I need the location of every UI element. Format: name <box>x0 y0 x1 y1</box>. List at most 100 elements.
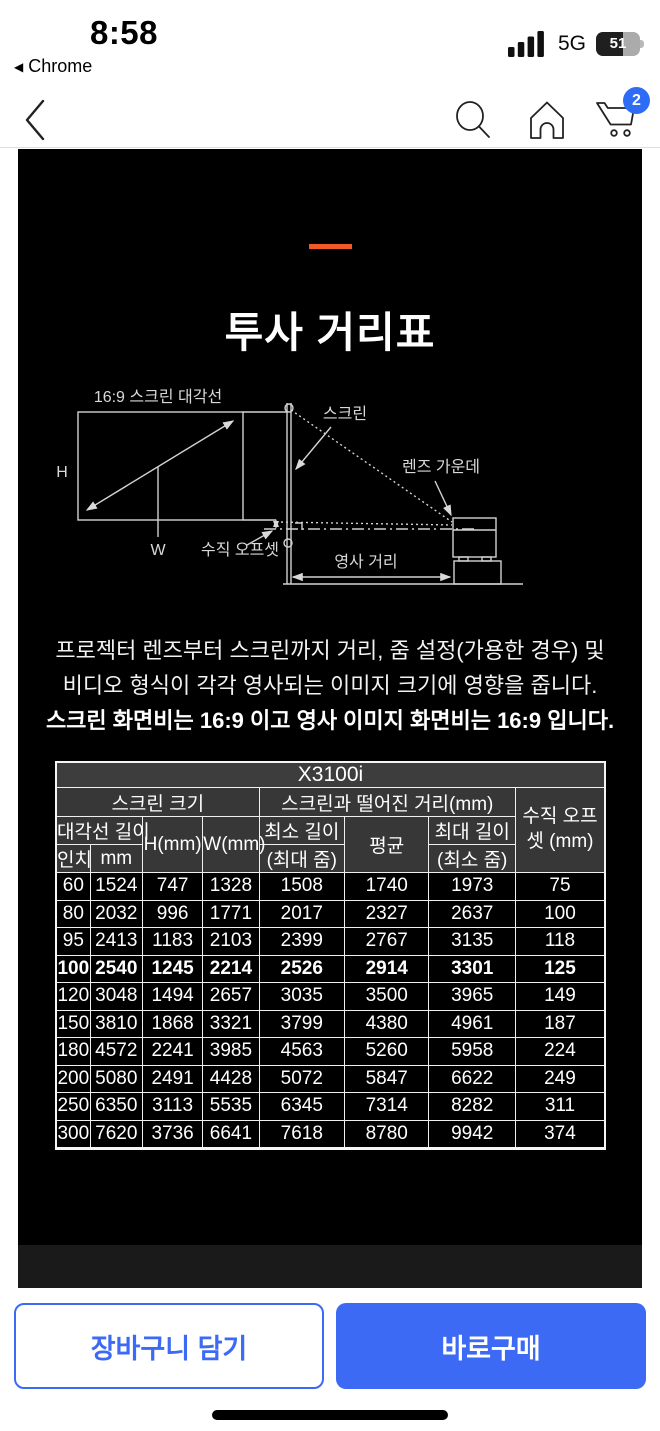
diagram-lens-label: 렌즈 가운데 <box>402 458 480 476</box>
table-cell: 8780 <box>344 1119 430 1149</box>
table-cell: 2657 <box>202 982 260 1011</box>
table-cell: 6641 <box>202 1119 260 1149</box>
col-mm: mm <box>89 844 143 873</box>
accent-bar <box>309 244 352 249</box>
col-average: 평균 <box>344 816 430 873</box>
home-indicator[interactable] <box>212 1410 448 1420</box>
search-icon[interactable] <box>452 98 494 142</box>
table-cell: 300 <box>55 1119 91 1149</box>
table-cell: 2032 <box>89 899 143 928</box>
back-to-app[interactable]: ◀ Chrome <box>14 56 92 77</box>
diagram-distance-label: 영사 거리 <box>334 553 397 571</box>
table-cell: 249 <box>514 1064 606 1093</box>
table-cell: 3736 <box>141 1119 204 1149</box>
diagram-w-label: W <box>150 542 166 559</box>
table-cell: 6350 <box>89 1092 143 1121</box>
table-row: 80 2032 996 1771 2017 2327 2637 100 <box>55 899 606 928</box>
table-cell: 7314 <box>344 1092 430 1121</box>
col-w: W(mm) <box>202 816 266 873</box>
table-cell: 996 <box>141 899 204 928</box>
table-row: 200 5080 2491 4428 5072 5847 6622 249 <box>55 1064 606 1093</box>
col-h: H(mm) <box>141 816 204 873</box>
table-cell: 3321 <box>202 1009 260 1038</box>
table-cell: 1524 <box>89 872 143 901</box>
table-cell: 187 <box>514 1009 606 1038</box>
table-cell: 5080 <box>89 1064 143 1093</box>
bottom-strip <box>18 1245 642 1288</box>
table-cell: 747 <box>141 872 204 901</box>
col-max-sub: (최소 줌) <box>428 844 516 873</box>
back-to-app-label: Chrome <box>28 56 93 76</box>
buy-now-button[interactable]: 바로구매 <box>336 1303 646 1389</box>
table-cell: 150 <box>55 1009 91 1038</box>
signal-icon <box>507 31 544 57</box>
back-to-app-icon: ◀ <box>14 59 24 74</box>
table-cell: 3500 <box>344 982 430 1011</box>
table-cell: 2637 <box>428 899 516 928</box>
content-panel: 투사 거리표 <box>18 149 642 1245</box>
diagram-h-label: H <box>56 464 68 481</box>
table-cell: 311 <box>514 1092 606 1121</box>
table-cell: 3048 <box>89 982 143 1011</box>
table-cell: 4428 <box>202 1064 260 1093</box>
table-cell: 1868 <box>141 1009 204 1038</box>
table-cell: 80 <box>55 899 91 928</box>
col-inch: 인치 <box>55 844 92 873</box>
diagram-offset-label: 수직 오프셋 <box>201 541 279 559</box>
table-cell: 1508 <box>258 872 346 901</box>
table-cell: 7620 <box>89 1119 143 1149</box>
diagram-screen-label: 스크린 <box>323 405 367 423</box>
table-cell: 4572 <box>89 1037 143 1066</box>
table-cell: 5847 <box>344 1064 430 1093</box>
network-label: 5G <box>557 31 586 55</box>
table-row: 180 4572 2241 3985 4563 5260 5958 224 <box>55 1037 606 1066</box>
table-cell: 3985 <box>202 1037 260 1066</box>
add-to-cart-button[interactable]: 장바구니 담기 <box>14 1303 324 1389</box>
table-cell: 2914 <box>344 954 430 983</box>
table-cell: 1771 <box>202 899 260 928</box>
table-cell: 250 <box>55 1092 91 1121</box>
table-cell: 9942 <box>428 1119 516 1149</box>
table-cell: 100 <box>514 899 606 928</box>
col-min-length: 최소 길이 <box>258 816 346 845</box>
table-cell: 125 <box>514 954 606 983</box>
table-cell: 2526 <box>258 954 346 983</box>
table-cell: 1328 <box>202 872 260 901</box>
table-cell: 3135 <box>428 927 516 956</box>
col-min-sub: (최대 줌) <box>258 844 346 873</box>
table-cell: 3035 <box>258 982 346 1011</box>
description-line2: 비디오 형식이 각각 영사되는 이미지 크기에 영향을 줍니다. <box>62 673 598 698</box>
table-cell: 2017 <box>258 899 346 928</box>
col-group-screen-size: 스크린 크기 <box>55 787 260 817</box>
cart-button[interactable]: 2 <box>594 87 650 145</box>
table-cell: 224 <box>514 1037 606 1066</box>
back-button[interactable] <box>22 98 50 142</box>
table-cell: 3113 <box>141 1092 204 1121</box>
table-cell: 4380 <box>344 1009 430 1038</box>
status-time: 8:58 <box>89 14 159 51</box>
table-cell: 5260 <box>344 1037 430 1066</box>
table-cell: 1245 <box>141 954 204 983</box>
table-row: 120 3048 1494 2657 3035 3500 3965 149 <box>55 982 606 1011</box>
table-cell: 8282 <box>428 1092 516 1121</box>
table-row: 60 1524 747 1328 1508 1740 1973 75 <box>55 872 606 901</box>
table-cell: 2767 <box>344 927 430 956</box>
table-cell: 2413 <box>89 927 143 956</box>
description-line1: 프로젝터 렌즈부터 스크린까지 거리, 줌 설정(가용한 경우) 및 <box>55 638 605 663</box>
table-cell: 3799 <box>258 1009 346 1038</box>
table-row: 250 6350 3113 5535 6345 7314 8282 311 <box>55 1092 606 1121</box>
home-icon[interactable] <box>524 98 570 142</box>
table-cell: 2540 <box>89 954 143 983</box>
table-cell: 100 <box>55 954 91 983</box>
table-row: 95 2413 1183 2103 2399 2767 3135 118 <box>55 927 606 956</box>
diagram-diagonal-label: 16:9 스크린 대각선 <box>94 388 222 406</box>
description: 프로젝터 렌즈부터 스크린까지 거리, 줌 설정(가용한 경우) 및 비디오 형… <box>18 633 642 738</box>
table-cell: 5535 <box>202 1092 260 1121</box>
table-model-header: X3100i <box>55 761 606 788</box>
table-cell: 1183 <box>141 927 204 956</box>
table-cell: 1740 <box>344 872 430 901</box>
table-cell: 200 <box>55 1064 91 1093</box>
table-cell: 7618 <box>258 1119 346 1149</box>
page-title: 투사 거리표 <box>224 309 436 356</box>
table-cell: 4563 <box>258 1037 346 1066</box>
